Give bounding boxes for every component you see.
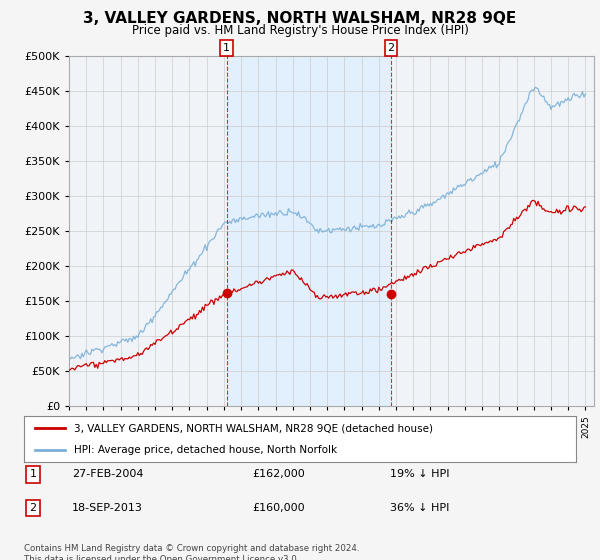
Text: 27-FEB-2004: 27-FEB-2004: [72, 469, 143, 479]
Text: 2: 2: [388, 43, 395, 53]
Text: HPI: Average price, detached house, North Norfolk: HPI: Average price, detached house, Nort…: [74, 445, 337, 455]
Bar: [227, 56, 391, 406]
Text: 19% ↓ HPI: 19% ↓ HPI: [390, 469, 449, 479]
Text: 1: 1: [223, 43, 230, 53]
Text: 3, VALLEY GARDENS, NORTH WALSHAM, NR28 9QE: 3, VALLEY GARDENS, NORTH WALSHAM, NR28 9…: [83, 11, 517, 26]
Text: 2: 2: [29, 503, 37, 513]
Text: 36% ↓ HPI: 36% ↓ HPI: [390, 503, 449, 513]
Text: 1: 1: [29, 469, 37, 479]
Text: Price paid vs. HM Land Registry's House Price Index (HPI): Price paid vs. HM Land Registry's House …: [131, 24, 469, 36]
Text: £160,000: £160,000: [252, 503, 305, 513]
Text: 18-SEP-2013: 18-SEP-2013: [72, 503, 143, 513]
Text: £162,000: £162,000: [252, 469, 305, 479]
Text: Contains HM Land Registry data © Crown copyright and database right 2024.
This d: Contains HM Land Registry data © Crown c…: [24, 544, 359, 560]
Text: 3, VALLEY GARDENS, NORTH WALSHAM, NR28 9QE (detached house): 3, VALLEY GARDENS, NORTH WALSHAM, NR28 9…: [74, 423, 433, 433]
